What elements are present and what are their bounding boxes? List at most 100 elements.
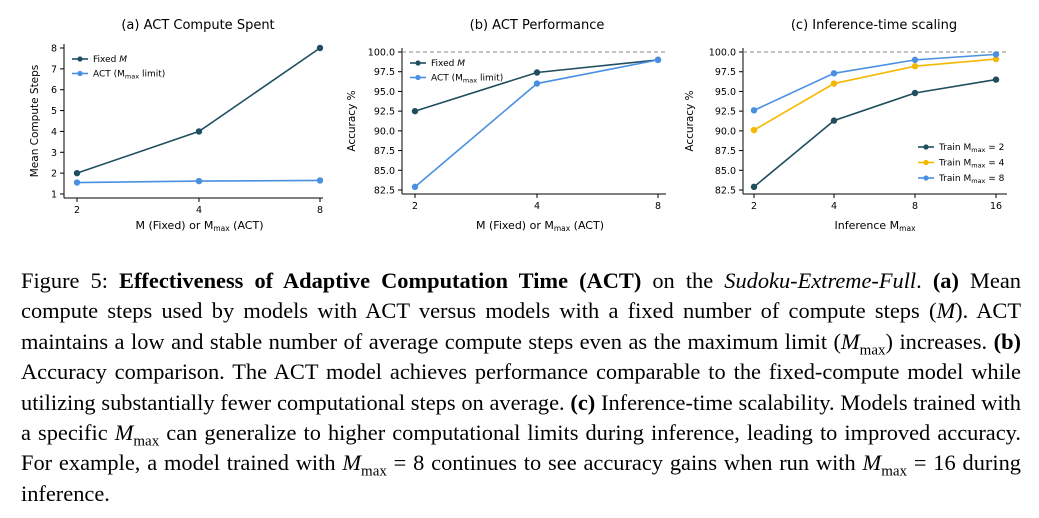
x-tick-label: 4 [831,201,837,212]
y-tick-label: 85.0 [374,166,395,177]
x-tick-label: 8 [655,201,661,212]
legend-label: Train Mmax = 8 [938,174,1005,185]
data-point [992,51,1000,58]
chart-c: (c) Inference-time scaling 82.5 85.0 87.5 90… [684,18,1007,233]
caption-math-sub: max [361,463,387,480]
y-tick-label: 97.5 [715,67,736,78]
x-tick-label: 8 [317,205,323,216]
data-point [911,89,919,97]
data-point [992,76,1000,83]
data-point [195,177,203,185]
data-point [992,55,1000,63]
y-tick-label: 92.5 [374,107,395,118]
chart-title: (c) Inference-time scaling [791,18,957,33]
legend-label: Train Mmax = 2 [938,143,1004,154]
y-tick-label: 85.0 [715,166,736,177]
data-point [316,44,324,52]
data-point [830,117,838,124]
y-tick-label: 87.5 [374,146,395,157]
chart-b: (b) ACT Performance 82.5 85.0 87.5 90.0 92.5 9… [346,18,666,233]
caption-text: = 16 during inference. [21,450,1021,506]
y-tick-label: 3 [51,148,57,159]
legend-label: Fixed M [93,55,127,65]
caption-text: on the [641,268,725,293]
caption-math: M [114,420,134,446]
data-point [750,126,758,134]
y-tick-label: 87.5 [715,146,736,157]
y-tick-label: 90.0 [374,126,395,137]
caption-math-sub: max [881,463,908,480]
y-axis-label: Mean Compute Steps [29,65,41,178]
chart-title: (b) ACT Performance [470,18,605,33]
y-tick-label: 100.0 [368,48,395,59]
caption-text: ) increases. [885,328,994,354]
data-point [411,107,419,115]
y-tick-label: 95.0 [715,87,736,98]
data-point [830,70,838,77]
x-tick-label: 2 [751,201,757,212]
y-tick-label: 7 [51,64,57,75]
caption-text: can generalize to higher computational l… [21,420,1021,476]
caption-part-a: (a) [932,268,959,293]
x-axis-label: Inference Mmax [834,219,916,233]
y-tick-label: 6 [51,85,57,96]
legend-marker [415,74,421,81]
caption-text: . [916,268,933,293]
caption-math: M [841,328,860,354]
series-line [753,58,997,131]
caption-math-sub: max [859,342,886,359]
data-point [73,169,81,177]
x-tick-label: 2 [74,205,80,216]
x-tick-label: 16 [990,201,1002,212]
y-tick-label: 90.0 [715,126,736,137]
x-tick-label: 4 [196,205,202,216]
y-tick-label: 2 [51,169,57,180]
caption-text: Inference-time scalability. Models train… [21,389,1022,446]
y-axis-label: Accuracy % [684,90,696,151]
legend-marker [415,60,421,66]
legend-marker [77,56,83,62]
series-line [76,47,321,174]
caption-text: Accuracy comparison. The ACT model achie… [21,359,1021,415]
caption-math: M [342,450,362,476]
data-point [911,56,919,64]
series-line [753,53,997,112]
legend-marker [923,175,929,181]
caption-part-b: (b) [993,328,1021,354]
y-tick-label: 92.5 [715,107,736,118]
figure-caption: Figure 5: Effectiveness of Adaptive Comp… [21,266,1021,509]
legend-label: ACT (Mmax limit) [431,74,503,85]
data-point [316,177,324,184]
caption-text: ). ACT maintains a low and stable number… [21,298,1022,354]
caption-math: M [862,450,882,476]
chart-a: (a) ACT Compute Spent 1 2 3 4 5 6 7 8 2 4 8 M (Fixed… [29,18,324,233]
legend-label: ACT (Mmax limit) [93,70,165,81]
x-tick-label: 4 [534,201,540,212]
y-tick-label: 95.0 [374,87,395,98]
data-point [750,107,758,114]
caption-part-c: (c) [570,389,596,415]
y-tick-label: 82.5 [715,186,736,197]
y-tick-label: 1 [51,190,57,201]
data-point [411,183,419,191]
chart-title: (a) ACT Compute Spent [121,18,274,33]
y-tick-label: 8 [51,44,57,55]
x-axis-label: M (Fixed) or Mmax (ACT) [476,219,604,233]
x-tick-label: 2 [412,201,418,212]
legend-marker [77,70,83,77]
legend-label: Fixed M [431,59,465,69]
data-point [73,179,81,186]
data-point [911,62,919,70]
legend-marker [923,159,929,166]
caption-math: M [936,298,956,324]
x-tick-label: 8 [912,201,918,212]
y-tick-label: 100.0 [709,48,736,59]
caption-label: Figure 5: [21,268,120,293]
legend-label: Train Mmax = 4 [938,159,1005,170]
caption-text: = 8 continues to see accuracy gains when… [386,450,863,476]
y-tick-label: 4 [51,127,57,138]
data-point [533,80,541,87]
y-axis-label: Accuracy % [346,90,358,151]
caption-heading: Effectiveness of Adaptive Computation Ti… [119,268,642,293]
data-point [195,128,203,135]
